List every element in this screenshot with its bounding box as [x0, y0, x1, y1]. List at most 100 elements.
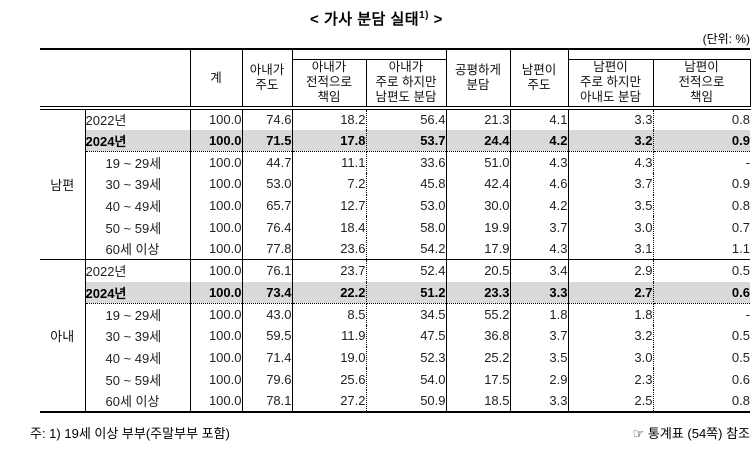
value-cell: 0.9: [653, 129, 750, 152]
value-cell: 0.7: [731, 219, 750, 235]
value-cell: 7.2: [292, 173, 367, 195]
value-cell: 0.8: [731, 112, 750, 128]
value-cell: 3.5: [510, 346, 569, 369]
row-label: 50 ~ 59세: [85, 368, 191, 390]
value-cell: 3.0: [568, 346, 654, 369]
value-cell: 3.1: [568, 238, 654, 260]
value-cell: 71.5: [242, 129, 293, 152]
row-label: 30 ~ 39세: [85, 324, 191, 347]
row-label: 19 ~ 29세: [85, 151, 191, 174]
value-cell: 44.7: [242, 151, 293, 174]
value-cell: 2.3: [568, 368, 654, 390]
value-cell: 58.0: [366, 216, 447, 239]
value-cell: 12.7: [292, 194, 367, 217]
table-row: 50 ~ 59세 100.0 76.4 18.4 58.0 19.9 3.7 3.0 0.7: [40, 216, 750, 239]
col-header-husband-main: 남편이 주로 하지만 아내도 분담: [567, 59, 654, 110]
row-label: 2022년: [85, 259, 191, 282]
value-cell: 78.1: [242, 389, 293, 412]
table-row: 60세 이상 100.0 77.8 23.6 54.2 17.9 4.3 3.1 1.1: [40, 238, 750, 260]
table-header: 계 아내가 주도 공평하게 분담 남편이 주도 아내가 전적으로 책임 아내가 …: [40, 49, 751, 110]
value-cell: 1.1: [731, 241, 750, 257]
col-header-wife-sole: 아내가 전적으로 책임: [291, 59, 367, 110]
value-cell: 71.4: [242, 346, 293, 369]
value-cell: 65.7: [242, 194, 293, 217]
table-row: 남편 2022년 100.0 74.6 18.2 56.4 21.3 4.1 3.3 0.8: [40, 108, 750, 260]
reference-note: ☞ 통계표 (54쪽) 참조: [633, 423, 750, 442]
value-cell: 17.9: [446, 238, 511, 260]
chore-share-table: 계 아내가 주도 공평하게 분담 남편이 주도 아내가 전적으로 책임 아내가 …: [40, 48, 751, 413]
group-label: 남편: [40, 108, 86, 260]
value-cell: 19.0: [292, 346, 367, 369]
value-cell: 2.9: [510, 368, 569, 390]
col-header-total: 계: [189, 49, 243, 110]
value-cell: 100.0: [190, 368, 243, 390]
value-cell: 3.2: [568, 129, 654, 152]
table-row: 40 ~ 49세 100.0 71.4 19.0 52.3 25.2 3.5 3.0 0.5: [40, 346, 750, 369]
value-cell: 50.9: [366, 389, 447, 412]
unit-note: (단위: %): [702, 32, 750, 46]
value-cell: 23.7: [292, 259, 367, 282]
value-cell: 100.0: [190, 238, 243, 260]
value-cell: 18.2: [292, 108, 367, 130]
table-row: 2024년 100.0 71.5 17.8 53.7 24.4 4.2 3.2 0.9: [40, 129, 750, 152]
value-cell: 0.8: [731, 392, 750, 408]
value-cell: 23.6: [292, 238, 367, 260]
table-row: 30 ~ 39세 100.0 59.5 11.9 47.5 36.8 3.7 3.2 0.5: [40, 324, 750, 347]
value-cell: 3.3: [510, 281, 569, 304]
value-cell: 100.0: [190, 303, 243, 325]
value-cell: 18.4: [292, 216, 367, 239]
value-cell: 3.7: [510, 324, 569, 347]
value-cell: 2.5: [568, 389, 654, 412]
value-cell: 100.0: [190, 151, 243, 174]
row-label: 19 ~ 29세: [85, 303, 191, 325]
value-cell: 11.1: [292, 151, 367, 174]
reference-text: 통계표 (54쪽) 참조: [647, 426, 750, 441]
value-cell: 100.0: [190, 129, 243, 152]
table-row: 19 ~ 29세 100.0 43.0 8.5 34.5 55.2 1.8 1.8-: [40, 303, 750, 325]
value-cell: 34.5: [366, 303, 447, 325]
value-cell: 33.6: [366, 151, 447, 174]
group-label: 아내: [40, 259, 86, 412]
value-cell: 100.0: [190, 281, 243, 304]
value-cell: 100.0: [190, 108, 243, 130]
value-cell: 56.4: [366, 108, 447, 130]
title-text: < 가사 분담 실태: [310, 11, 420, 28]
value-cell: 100.0: [190, 216, 243, 239]
value-cell: 19.9: [446, 216, 511, 239]
title-footnote-marker: 1): [419, 10, 430, 21]
row-label: 40 ~ 49세: [85, 194, 191, 217]
value-cell: 0.5: [731, 349, 750, 365]
value-cell: 3.3: [510, 389, 569, 412]
value-cell: 76.1: [242, 259, 293, 282]
row-label: 2024년: [85, 129, 191, 152]
value-cell: 17.5: [446, 368, 511, 390]
row-label: 30 ~ 39세: [85, 173, 191, 195]
value-cell: 3.3: [568, 108, 654, 130]
col-header-wife-main: 아내가 주로 하지만 남편도 분담: [365, 59, 447, 110]
table-row: 2024년 100.0 73.4 22.2 51.2 23.3 3.3 2.7 0.6: [40, 281, 750, 304]
value-cell: 23.3: [446, 281, 511, 304]
row-label: 60세 이상: [85, 238, 191, 260]
col-header-wife-led: 아내가 주도: [241, 49, 293, 110]
value-cell: 100.0: [190, 346, 243, 369]
value-cell: 4.2: [510, 129, 569, 152]
value-cell: 54.2: [366, 238, 447, 260]
value-cell: 51.0: [446, 151, 511, 174]
pointing-hand-icon: ☞: [632, 426, 645, 441]
value-cell: 47.5: [366, 324, 447, 347]
value-cell: 2.7: [568, 281, 654, 304]
table-row: 19 ~ 29세 100.0 44.7 11.1 33.6 51.0 4.3 4.3-: [40, 151, 750, 174]
value-cell: 53.0: [366, 194, 447, 217]
value-cell: 74.6: [242, 108, 293, 130]
value-cell: 43.0: [242, 303, 293, 325]
value-cell: 42.4: [446, 173, 511, 195]
table-row: 40 ~ 49세 100.0 65.7 12.7 53.0 30.0 4.2 3.5 0.8: [40, 194, 750, 217]
value-cell: 100.0: [190, 194, 243, 217]
value-cell: 52.3: [366, 346, 447, 369]
value-cell: 24.4: [446, 129, 511, 152]
table-row: 30 ~ 39세 100.0 53.0 7.2 45.8 42.4 4.6 3.7 0.9: [40, 173, 750, 195]
row-label: 2024년: [85, 281, 191, 304]
header-box-top-husband: [568, 49, 750, 60]
value-cell: 22.2: [292, 281, 367, 304]
